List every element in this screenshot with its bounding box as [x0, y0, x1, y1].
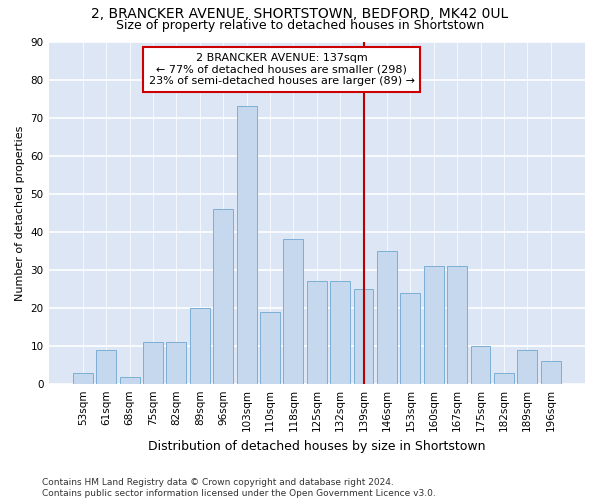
Bar — [260, 312, 280, 384]
Y-axis label: Number of detached properties: Number of detached properties — [15, 125, 25, 300]
Bar — [330, 282, 350, 384]
Bar — [470, 346, 490, 384]
Bar — [307, 282, 327, 384]
Bar — [143, 342, 163, 384]
X-axis label: Distribution of detached houses by size in Shortstown: Distribution of detached houses by size … — [148, 440, 485, 452]
Bar — [517, 350, 537, 384]
Bar — [353, 289, 373, 384]
Bar — [236, 106, 257, 384]
Bar — [447, 266, 467, 384]
Bar — [213, 209, 233, 384]
Text: 2 BRANCKER AVENUE: 137sqm
← 77% of detached houses are smaller (298)
23% of semi: 2 BRANCKER AVENUE: 137sqm ← 77% of detac… — [149, 53, 415, 86]
Text: 2, BRANCKER AVENUE, SHORTSTOWN, BEDFORD, MK42 0UL: 2, BRANCKER AVENUE, SHORTSTOWN, BEDFORD,… — [91, 8, 509, 22]
Bar — [494, 373, 514, 384]
Bar — [73, 373, 93, 384]
Bar — [190, 308, 210, 384]
Bar — [400, 293, 420, 384]
Bar — [424, 266, 443, 384]
Bar — [283, 240, 304, 384]
Text: Contains HM Land Registry data © Crown copyright and database right 2024.
Contai: Contains HM Land Registry data © Crown c… — [42, 478, 436, 498]
Bar — [97, 350, 116, 384]
Bar — [541, 362, 560, 384]
Bar — [120, 376, 140, 384]
Text: Size of property relative to detached houses in Shortstown: Size of property relative to detached ho… — [116, 19, 484, 32]
Bar — [377, 251, 397, 384]
Bar — [166, 342, 187, 384]
